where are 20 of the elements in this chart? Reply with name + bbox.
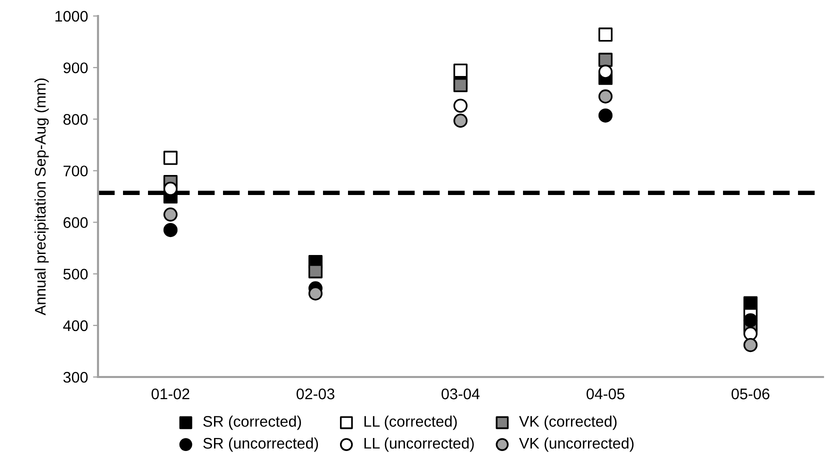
y-tick-label: 800 (63, 114, 88, 125)
y-tick-label: 300 (63, 372, 88, 383)
x-tick-label: 05-06 (732, 388, 770, 400)
legend-label: LL (uncorrected) (364, 437, 474, 452)
legend-label: VK (corrected) (519, 416, 617, 430)
y-tick-label: 400 (63, 320, 88, 332)
y-tick-label: 700 (64, 166, 88, 176)
y-tick-label: 500 (63, 268, 88, 280)
y-tick-label: 900 (64, 62, 88, 74)
x-tick-label: 03-04 (442, 388, 480, 400)
legend-label: SR (uncorrected) (203, 437, 318, 452)
y-tick-label: 1000 (55, 10, 88, 22)
legend-label: SR (corrected) (203, 416, 301, 430)
x-tick-label: 04-05 (586, 388, 624, 400)
x-tick-label: 02-03 (296, 388, 334, 400)
x-tick-label: 01-02 (152, 388, 190, 400)
y-axis-title: Annual precipitation Sep-Aug (mm) (34, 78, 49, 316)
y-tick-label: 600 (64, 217, 88, 228)
legend-label: LL (corrected) (364, 416, 457, 430)
legend-label: VK (uncorrected) (519, 437, 634, 452)
